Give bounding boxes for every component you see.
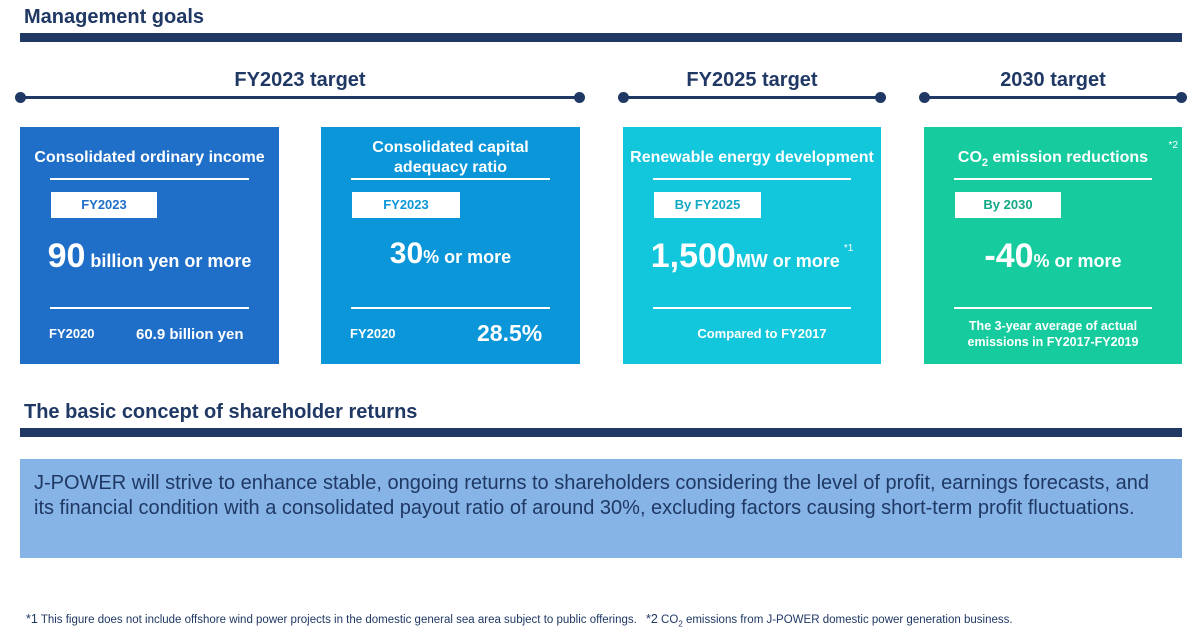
period-fy2025-start-dot bbox=[618, 92, 629, 103]
footnotes: *1 This figure does not include offshore… bbox=[26, 612, 1013, 628]
period-fy2025-end-dot bbox=[875, 92, 886, 103]
footnote-1-text: This figure does not include offshore wi… bbox=[37, 614, 637, 626]
card-note-mark: *2 bbox=[1168, 140, 1178, 151]
card-co2-reduction: CO2 emission reductions *2 By 2030 -40% … bbox=[924, 127, 1182, 364]
card-capital-adequacy: Consolidated capital adequacy ratio FY20… bbox=[321, 127, 580, 364]
card-title: CO2 emission reductions bbox=[924, 148, 1182, 173]
card-target-number: 30 bbox=[389, 237, 424, 270]
card-title: Renewable energy development bbox=[630, 149, 874, 166]
card-divider-bottom bbox=[351, 307, 550, 309]
period-2030-end-dot bbox=[1176, 92, 1187, 103]
footnote-2-sub: 2 bbox=[678, 619, 683, 629]
card-divider-top bbox=[653, 178, 851, 180]
card-period-tag: By 2030 bbox=[955, 192, 1061, 218]
card-target-number: -40 bbox=[984, 237, 1034, 275]
card-note-mark: *1 bbox=[843, 243, 854, 254]
card-target-unit: MW or more bbox=[735, 251, 840, 271]
card-title-rest: emission reductions bbox=[988, 149, 1149, 166]
card-divider-bottom bbox=[50, 307, 249, 309]
card-title: Consolidated capital adequacy ratio bbox=[372, 139, 529, 176]
management-goals-rule bbox=[20, 33, 1182, 42]
period-2030-line bbox=[924, 96, 1182, 99]
period-fy2023-line bbox=[20, 96, 580, 99]
shareholder-returns-rule bbox=[20, 428, 1182, 437]
card-target-value: 30% or more bbox=[321, 237, 580, 271]
footnote-2-text-a: CO bbox=[657, 614, 679, 626]
footnote-2-mark: *2 bbox=[646, 612, 658, 626]
card-baseline-value: 60.9 billion yen bbox=[136, 326, 244, 343]
card-title: Consolidated ordinary income bbox=[34, 149, 265, 166]
card-period-tag: FY2023 bbox=[51, 192, 157, 218]
card-title-co: CO bbox=[957, 149, 982, 166]
card-target-unit: billion yen or more bbox=[85, 251, 252, 271]
period-fy2023: FY2023 target bbox=[15, 66, 585, 106]
period-fy2023-start-dot bbox=[15, 92, 26, 103]
card-divider-top bbox=[954, 178, 1152, 180]
card-ordinary-income: Consolidated ordinary income FY2023 90 b… bbox=[20, 127, 279, 364]
card-period-tag: FY2023 bbox=[352, 192, 460, 218]
card-baseline-year: FY2020 bbox=[350, 326, 396, 341]
period-fy2023-end-dot bbox=[574, 92, 585, 103]
card-target-unit: % or more bbox=[423, 247, 512, 267]
period-fy2025-label: FY2025 target bbox=[686, 69, 818, 91]
card-target-number: 90 bbox=[47, 237, 86, 275]
period-2030-start-dot bbox=[919, 92, 930, 103]
card-baseline-line1: The 3-year average of actual bbox=[968, 319, 1138, 333]
shareholder-returns-title: The basic concept of shareholder returns bbox=[24, 401, 418, 423]
period-fy2025: FY2025 target bbox=[618, 66, 886, 106]
card-baseline-value: 28.5% bbox=[477, 320, 543, 346]
management-goals-title: Management goals bbox=[24, 6, 205, 28]
card-target-value: -40% or more bbox=[924, 237, 1182, 276]
card-divider-bottom bbox=[653, 307, 851, 309]
card-divider-top bbox=[50, 178, 249, 180]
card-divider-bottom bbox=[954, 307, 1152, 309]
period-2030-label: 2030 target bbox=[1000, 69, 1106, 91]
card-target-number: 1,500 bbox=[650, 237, 736, 275]
period-fy2025-line bbox=[623, 96, 881, 99]
shareholder-returns-body: J-POWER will strive to enhance stable, o… bbox=[20, 459, 1182, 558]
footnote-2-text-b: emissions from J-POWER domestic power ge… bbox=[682, 614, 1013, 626]
card-title-sub: 2 bbox=[981, 157, 989, 170]
card-target-value: 1,500MW or more*1 bbox=[623, 237, 881, 276]
period-fy2023-label: FY2023 target bbox=[234, 69, 366, 91]
card-baseline-text: Compared to FY2017 bbox=[697, 326, 827, 341]
card-target-value: 90 billion yen or more bbox=[20, 237, 279, 276]
card-baseline-line2: emissions in FY2017-FY2019 bbox=[967, 335, 1139, 349]
card-period-tag: By FY2025 bbox=[654, 192, 761, 218]
card-renewable-energy: Renewable energy development By FY2025 1… bbox=[623, 127, 881, 364]
period-2030: 2030 target bbox=[919, 66, 1187, 106]
card-divider-top bbox=[351, 178, 550, 180]
card-target-unit: % or more bbox=[1033, 251, 1122, 271]
card-baseline-year: FY2020 bbox=[49, 326, 95, 341]
footnote-1-mark: *1 bbox=[26, 612, 38, 626]
